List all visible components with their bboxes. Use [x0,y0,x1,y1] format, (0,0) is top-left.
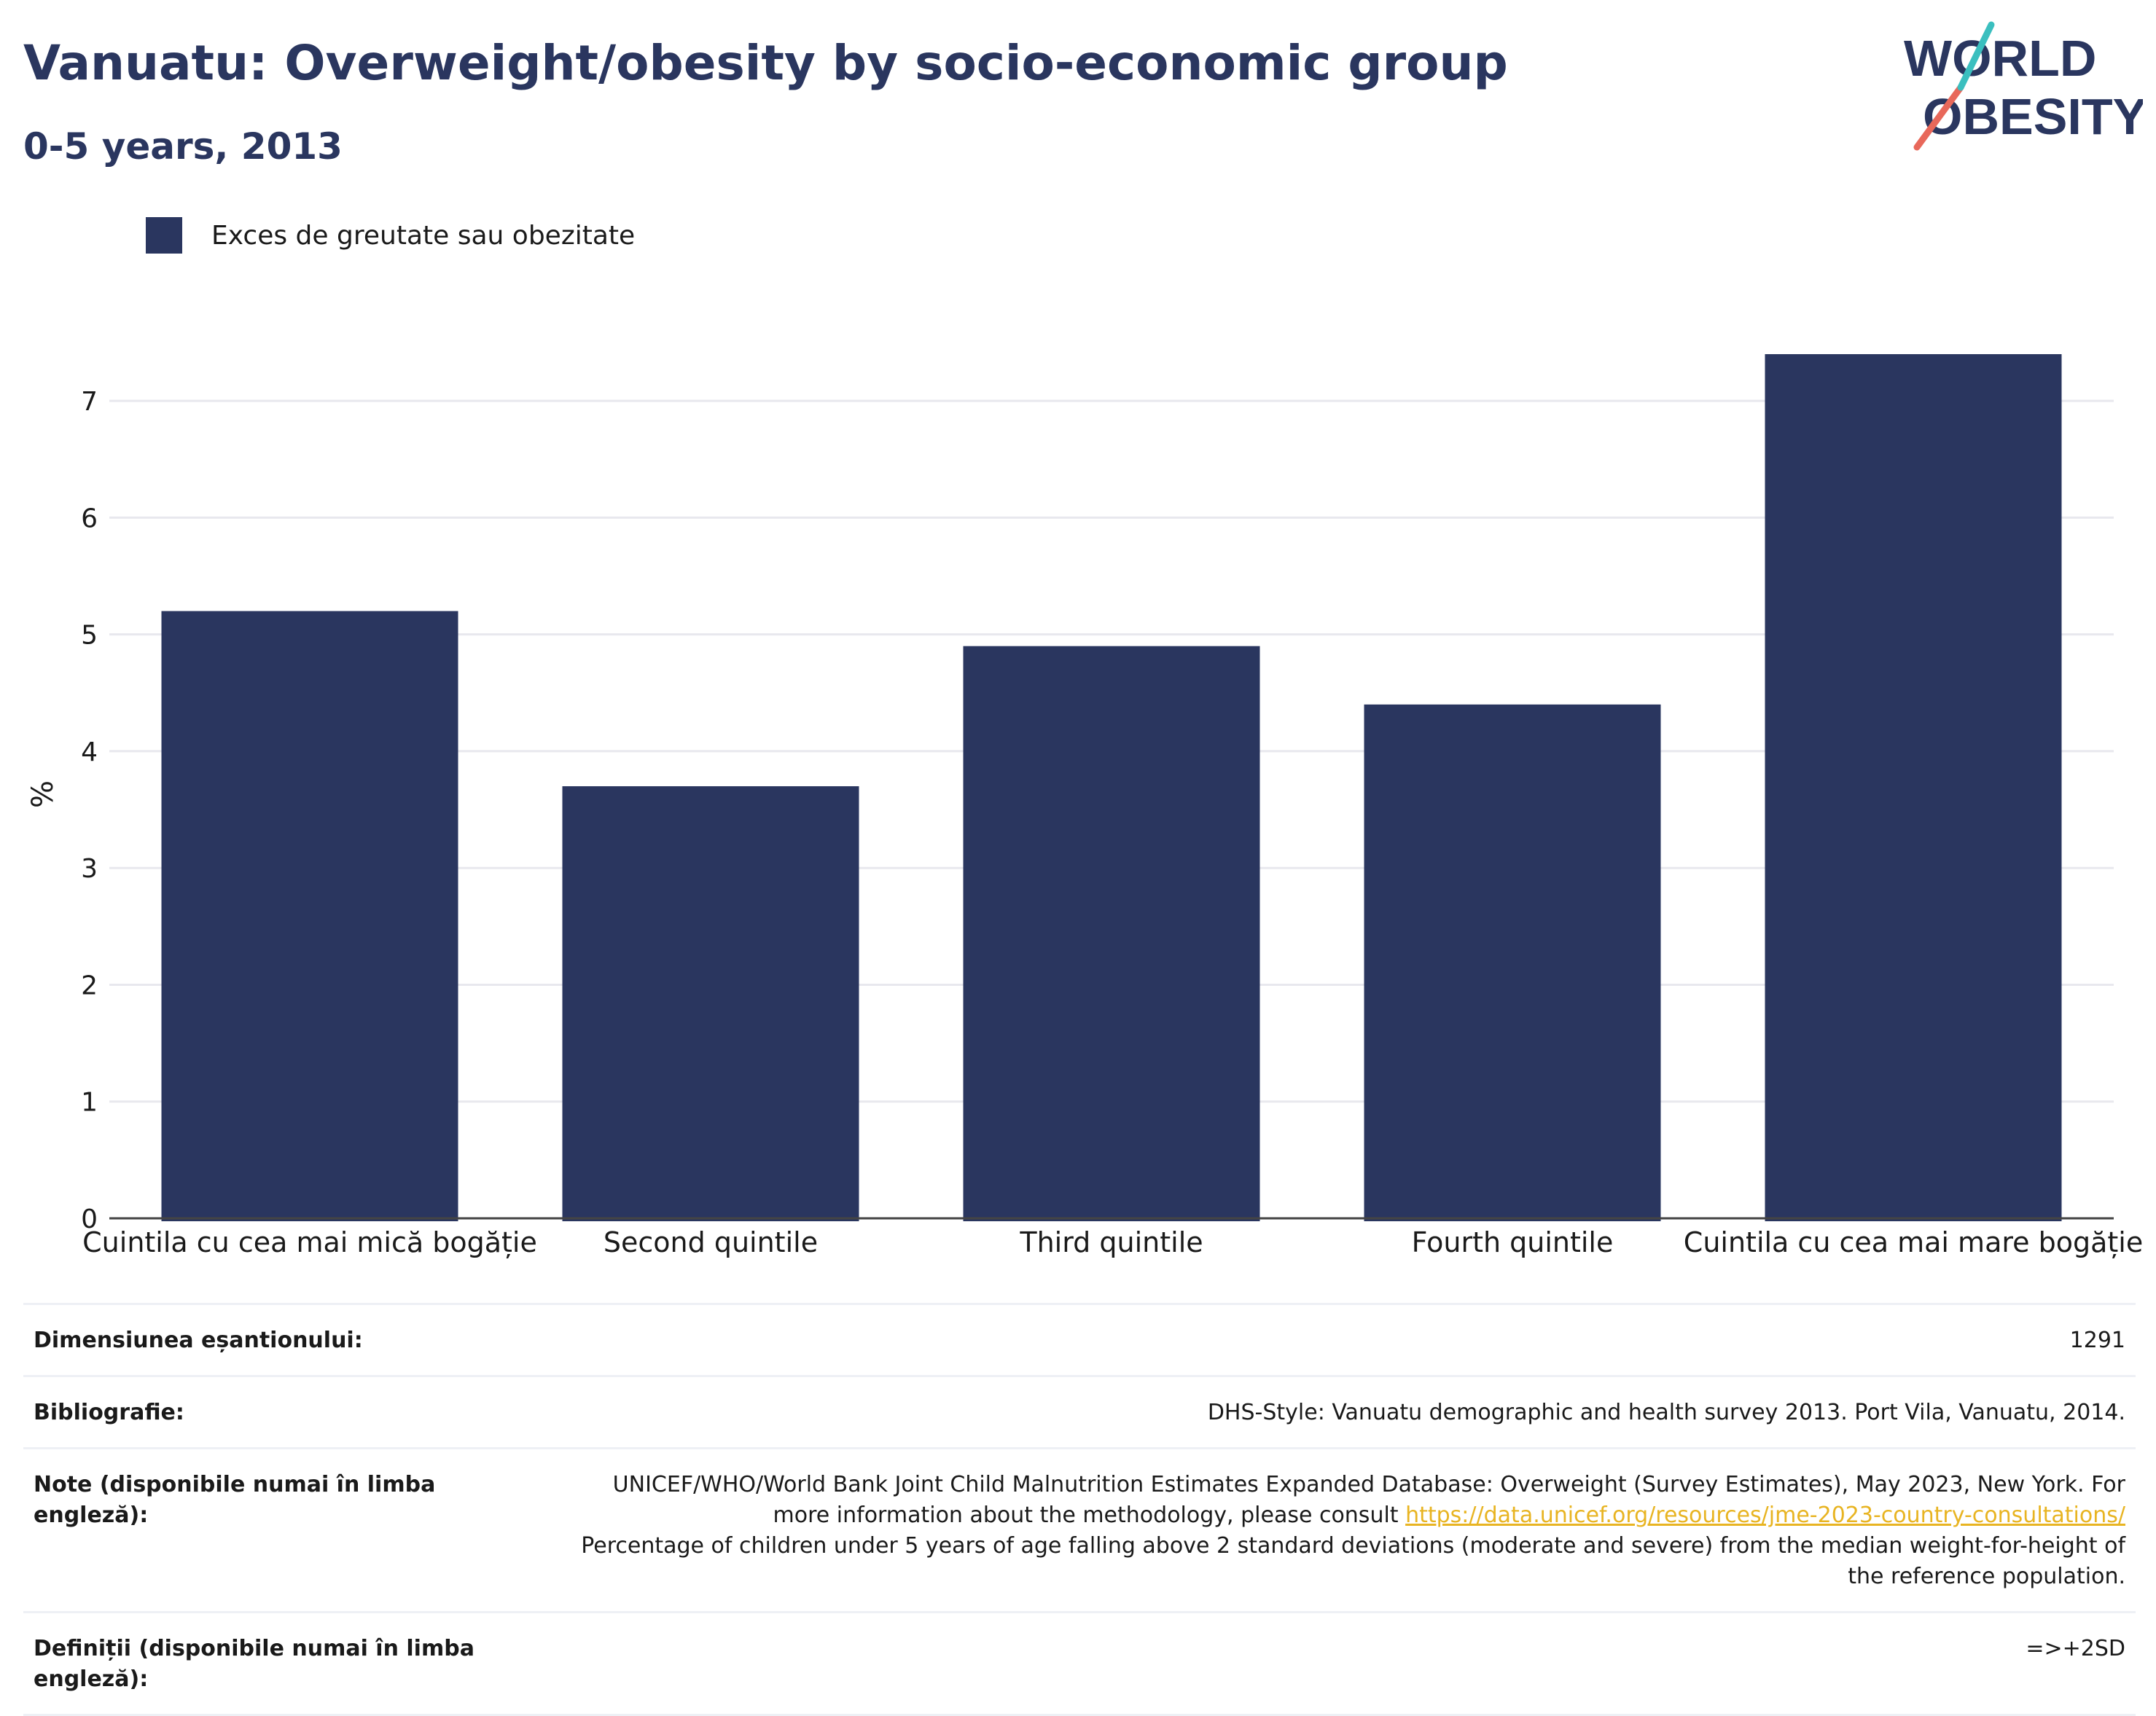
sample-size-value: 1291 [2069,1328,2125,1353]
meta-row-notes: Note (disponibile numai în limba engleză… [23,1447,2136,1611]
y-tick-label: 4 [81,737,98,767]
x-tick-label: Fourth quintile [1412,1226,1614,1258]
bar [963,646,1260,1221]
metadata-table: Dimensiunea eșantionului: 1291 Bibliogra… [23,1303,2136,1716]
logo-text-obesity: OBESITY [1923,88,2143,145]
logo-text-world: WORLD [1904,30,2096,87]
meta-row-definitions: Definiții (disponibile numai în limba en… [23,1611,2136,1716]
logo-slash-teal [1957,21,1995,91]
logo-slash-red [1913,84,1964,151]
y-tick-label: 0 [81,1204,98,1234]
chart-legend: Exces de greutate sau obezitate [146,217,635,254]
legend-label: Exces de greutate sau obezitate [211,220,636,251]
x-tick-label: Second quintile [604,1226,818,1258]
x-tick-label: Cuintila cu cea mai mică bogăție [82,1226,537,1258]
y-axis-label: % [26,780,60,808]
legend-swatch [146,217,182,254]
notes-text: UNICEF/WHO/World Bank Joint Child Malnut… [612,1472,2125,1528]
sample-size-label: Dimensiunea eșantionului: [34,1328,363,1353]
y-tick-label: 2 [81,971,98,1000]
y-tick-label: 3 [81,854,98,884]
definitions-value: =>+2SD [2026,1636,2125,1661]
notes-definition-text: Percentage of children under 5 years of … [581,1533,2125,1589]
notes-link[interactable]: https://data.unicef.org/resources/jme-20… [1405,1503,2125,1528]
meta-row-bibliography: Bibliografie: DHS-Style: Vanuatu demogra… [23,1375,2136,1447]
y-tick-label: 7 [81,387,98,417]
meta-row-sample-size: Dimensiunea eșantionului: 1291 [23,1303,2136,1375]
definitions-label: Definiții (disponibile numai în limba en… [34,1636,474,1692]
bar [562,786,859,1221]
bar [1765,354,2062,1222]
bibliography-label: Bibliografie: [34,1400,184,1425]
x-tick-label: Cuintila cu cea mai mare bogăție [1684,1226,2143,1258]
y-tick-label: 6 [81,504,98,533]
chart-subtitle: 0-5 years, 2013 [23,125,343,168]
bar [161,611,458,1221]
chart-title: Vanuatu: Overweight/obesity by socio-eco… [23,35,1508,91]
x-tick-label: Third quintile [1019,1226,1203,1258]
bibliography-value: DHS-Style: Vanuatu demographic and healt… [1207,1400,2125,1425]
bar-chart: 0 1 2 3 4 5 6 7% Cuintila cu cea mai mică bogăți… [26,354,2143,1258]
notes-label: Note (disponibile numai în limba engleză… [34,1472,436,1528]
world-obesity-logo: WORLD OBESITY [1904,21,2143,151]
notes-value: UNICEF/WHO/World Bank Joint Child Malnut… [558,1470,2125,1592]
bar [1364,704,1661,1221]
y-tick-label: 5 [81,621,98,651]
y-tick-label: 1 [81,1088,98,1118]
